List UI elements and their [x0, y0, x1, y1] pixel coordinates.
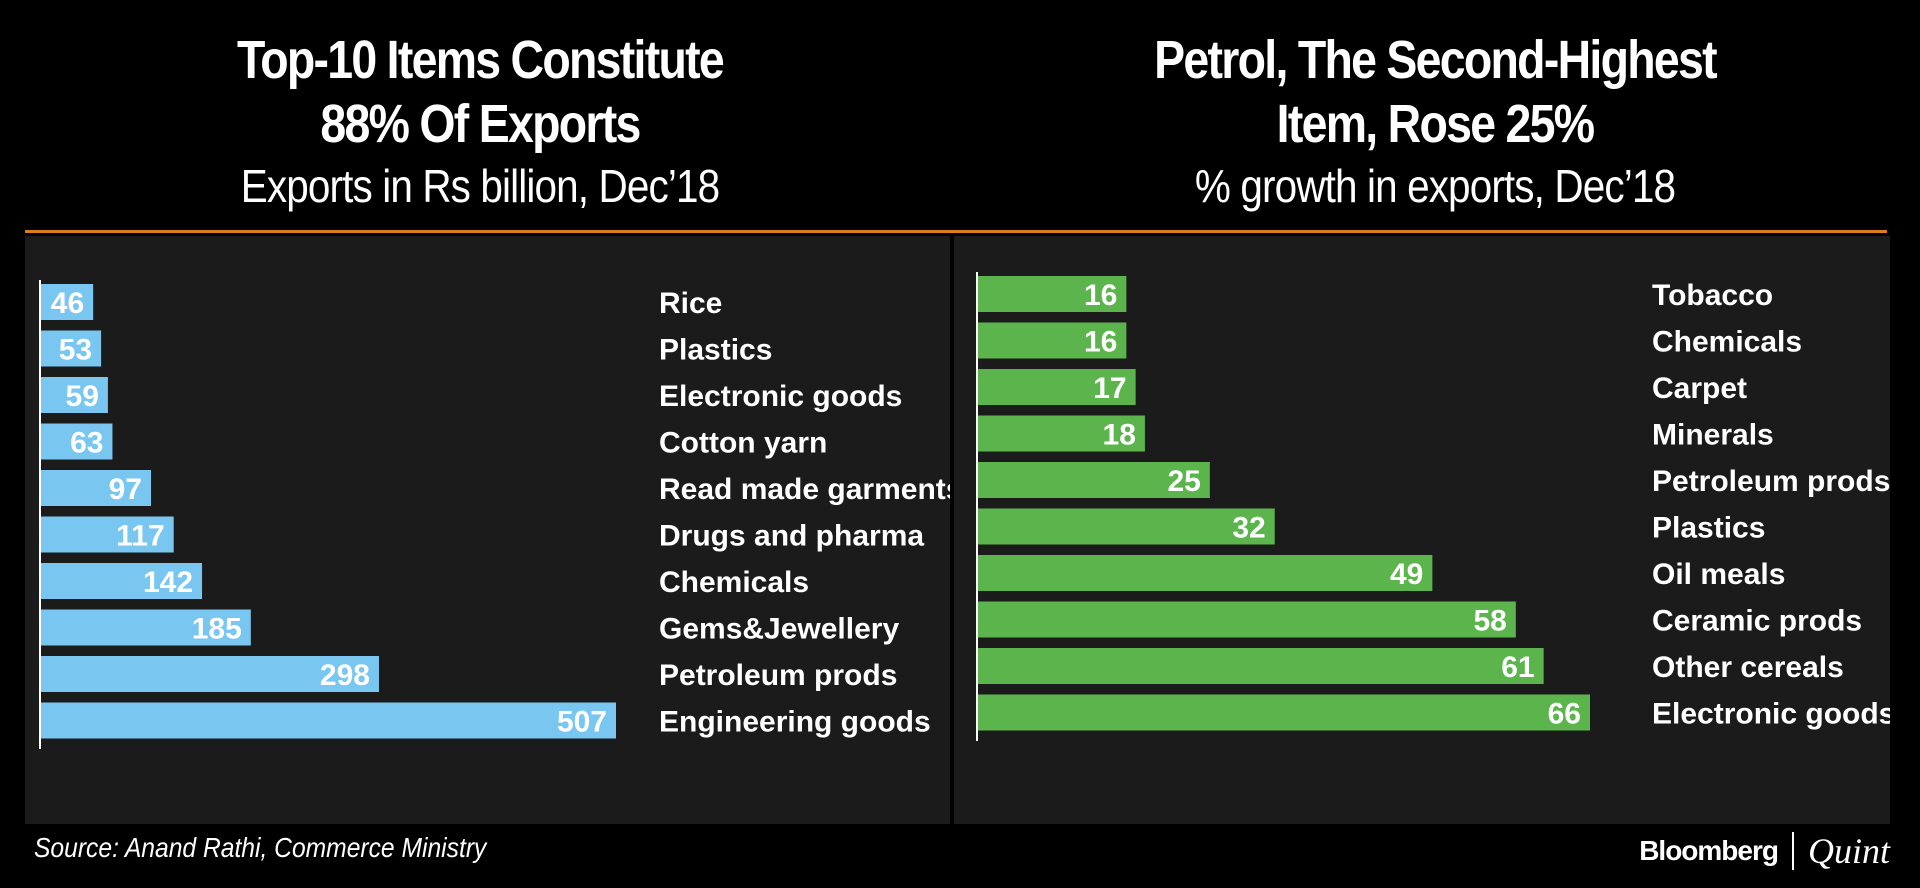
left-bar — [41, 656, 379, 692]
right-bar — [978, 508, 1275, 545]
left-bar — [41, 423, 113, 460]
right-bar — [978, 555, 1433, 591]
brand-logo: Bloomberg Quint — [1639, 830, 1890, 872]
left-bar-value-label: 59 — [66, 380, 99, 413]
exports-growth-bar-chart: 16 Tobacco 16 Chemicals 17 Carpet 18 Minerals 25… — [976, 272, 1890, 741]
left-bar-value-label: 507 — [557, 706, 607, 739]
right-bar — [978, 694, 1590, 731]
left-bar — [41, 609, 251, 646]
left-chart-title-line2: 88% Of Exports — [320, 94, 641, 154]
right-bar — [978, 648, 1544, 684]
accent-divider-rule — [25, 230, 1887, 233]
left-bar — [41, 470, 152, 506]
left-bar-value-label: 97 — [109, 473, 142, 506]
left-bar — [41, 516, 174, 553]
left-category-label: Chemicals — [659, 566, 809, 599]
right-category-label: Tobacco — [1652, 279, 1773, 312]
right-category-label: Oil meals — [1652, 558, 1785, 591]
right-bar-value-label: 32 — [1232, 512, 1265, 545]
right-bar-value-label: 25 — [1167, 465, 1200, 498]
left-chart-panel: 46 Rice 53 Plastics 59 Electronic goods 63 Cott… — [25, 236, 950, 824]
right-category-label: Ceramic prods — [1652, 605, 1862, 638]
left-category-label: Rice — [659, 287, 722, 320]
right-chart-title-line2: Item, Rose 25% — [1276, 94, 1595, 154]
left-bar — [41, 377, 108, 413]
right-bar — [978, 462, 1210, 498]
left-bar-value-label: 63 — [70, 427, 103, 460]
left-category-label: Plastics — [659, 334, 772, 367]
right-bar — [978, 415, 1145, 452]
left-category-label: Engineering goods — [659, 706, 931, 739]
right-chart-subtitle: % growth in exports, Dec’18 — [1194, 160, 1676, 212]
left-bar — [41, 330, 102, 367]
left-bar-value-label: 185 — [192, 613, 242, 646]
brand-bloomberg: Bloomberg — [1639, 835, 1779, 866]
left-bar-value-label: 53 — [59, 334, 92, 367]
right-bar-value-label: 16 — [1084, 279, 1117, 312]
right-bar-value-label: 61 — [1501, 651, 1534, 684]
right-chart-panel: 16 Tobacco 16 Chemicals 17 Carpet 18 Minerals 25… — [954, 236, 1890, 824]
left-category-label: Read made garments — [659, 473, 950, 506]
exports-value-bar-chart: 46 Rice 53 Plastics 59 Electronic goods 63 Cott… — [39, 280, 950, 749]
left-category-label: Drugs and pharma — [659, 520, 924, 553]
left-bar — [41, 563, 203, 599]
right-category-label: Electronic goods — [1652, 698, 1890, 731]
right-chart-header: Petrol, The Second-Highest Item, Rose 25… — [1000, 0, 1870, 216]
left-bar — [41, 284, 94, 320]
right-bar-value-label: 49 — [1390, 558, 1423, 591]
brand-quint: Quint — [1807, 831, 1890, 871]
right-bar-value-label: 17 — [1093, 372, 1126, 405]
left-chart-header: Top-10 Items Constitute 88% Of Exports E… — [45, 0, 915, 216]
right-bar — [978, 276, 1127, 312]
left-bar — [41, 702, 616, 739]
right-category-label: Minerals — [1652, 419, 1774, 452]
left-category-label: Cotton yarn — [659, 427, 827, 460]
left-category-label: Petroleum prods — [659, 659, 897, 692]
right-bar-value-label: 66 — [1548, 698, 1581, 731]
source-note: Source: Anand Rathi, Commerce Ministry — [34, 832, 487, 863]
brand-separator — [1791, 832, 1794, 870]
right-bar-value-label: 18 — [1103, 419, 1136, 452]
left-category-label: Electronic goods — [659, 380, 902, 413]
right-category-label: Carpet — [1652, 372, 1747, 405]
right-bar — [978, 601, 1516, 638]
left-bar-value-label: 142 — [143, 566, 193, 599]
left-chart-subtitle: Exports in Rs billion, Dec’18 — [240, 160, 720, 212]
left-bar-value-label: 46 — [51, 287, 84, 320]
right-category-label: Petroleum prods — [1652, 465, 1890, 498]
right-category-label: Other cereals — [1652, 651, 1844, 684]
left-chart-title-line1: Top-10 Items Constitute — [237, 30, 725, 90]
right-bar-value-label: 16 — [1084, 326, 1117, 359]
right-bar — [978, 369, 1136, 405]
right-category-label: Plastics — [1652, 512, 1765, 545]
right-chart-title-line1: Petrol, The Second-Highest — [1154, 30, 1717, 90]
right-bar-value-label: 58 — [1473, 605, 1506, 638]
left-bar-value-label: 117 — [116, 520, 164, 553]
right-category-label: Chemicals — [1652, 326, 1802, 359]
left-category-label: Gems&Jewellery — [659, 613, 899, 646]
right-bar — [978, 322, 1127, 359]
left-bar-value-label: 298 — [320, 659, 370, 692]
